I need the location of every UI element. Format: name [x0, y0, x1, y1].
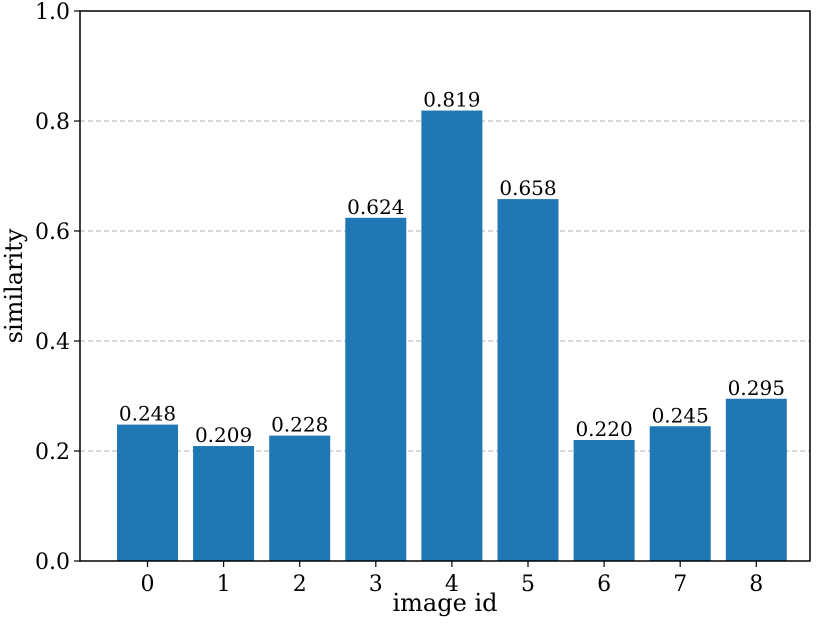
y-axis-ticks: 0.0 0.2 0.4 0.6 0.8 1.0 — [35, 0, 80, 575]
data-labels: 0.248 0.209 0.228 0.624 0.819 0.658 0.220 0.245… — [119, 88, 785, 447]
data-label-8: 0.295 — [728, 376, 785, 400]
bar-2 — [269, 435, 331, 561]
plot-frame — [79, 10, 811, 562]
data-label-6: 0.220 — [575, 417, 632, 441]
data-label-2: 0.228 — [271, 413, 328, 437]
y-tick-label: 0.0 — [35, 550, 70, 575]
bar-5 — [497, 199, 559, 561]
y-axis-label: similarity — [0, 228, 28, 343]
bar-8 — [725, 398, 787, 561]
data-label-7: 0.245 — [652, 403, 709, 427]
data-label-0: 0.248 — [119, 402, 176, 426]
bar-1 — [193, 446, 255, 561]
x-axis-ticks: 0 1 2 3 4 5 6 7 8 — [141, 561, 763, 597]
y-tick-label: 0.8 — [35, 110, 70, 135]
bar-6 — [573, 440, 635, 561]
data-label-4: 0.819 — [423, 88, 480, 112]
x-axis-label: image id — [393, 589, 498, 617]
bar-4 — [421, 110, 483, 562]
bar-7 — [649, 426, 711, 561]
bars — [117, 110, 787, 562]
bar-3 — [345, 217, 407, 562]
x-tick-label: 0 — [141, 572, 155, 597]
y-tick-label: 0.6 — [35, 220, 70, 245]
y-tick-label: 1.0 — [35, 0, 70, 25]
x-tick-label: 5 — [521, 572, 535, 597]
x-tick-label: 2 — [293, 572, 307, 597]
y-tick-label: 0.2 — [35, 440, 70, 465]
x-tick-label: 1 — [217, 572, 231, 597]
x-tick-label: 3 — [369, 572, 383, 597]
x-tick-label: 7 — [673, 572, 687, 597]
x-tick-label: 4 — [445, 572, 459, 597]
y-tick-label: 0.4 — [35, 330, 70, 355]
x-tick-label: 8 — [749, 572, 763, 597]
data-label-3: 0.624 — [347, 195, 404, 219]
data-label-1: 0.209 — [195, 423, 252, 447]
x-tick-label: 6 — [597, 572, 611, 597]
data-label-5: 0.658 — [499, 176, 556, 200]
bar-0 — [117, 424, 178, 561]
